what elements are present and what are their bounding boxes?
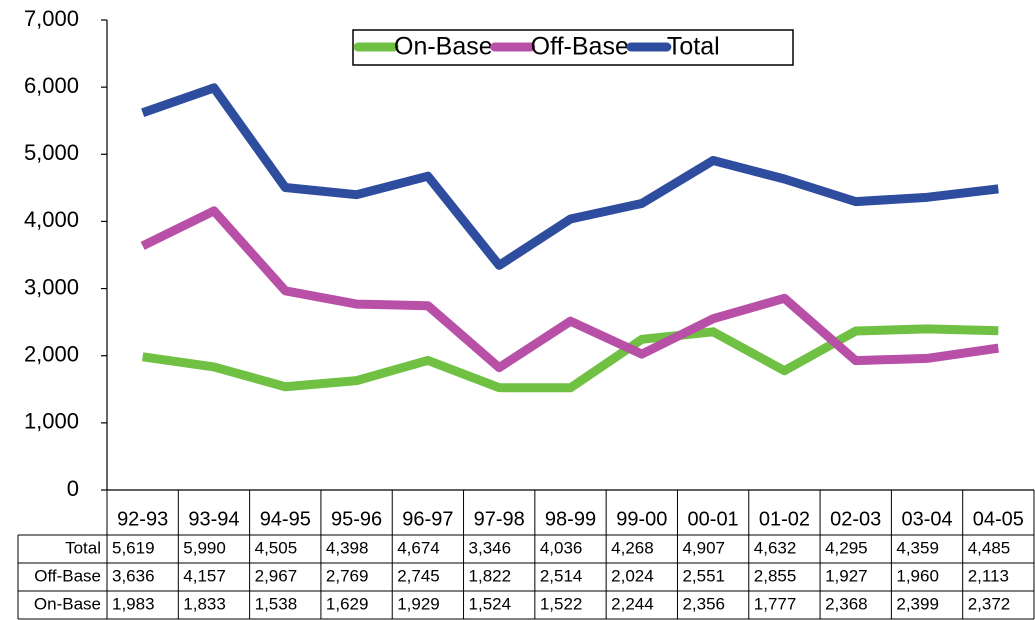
- table-cell: 1,822: [469, 566, 512, 585]
- table-cell: 4,157: [183, 566, 226, 585]
- table-cell: 2,113: [968, 566, 1009, 585]
- table-cell: 5,990: [183, 538, 226, 557]
- table-cell: 1,960: [896, 566, 939, 585]
- table-cell: 1,929: [397, 594, 440, 613]
- table-cell: 4,505: [255, 538, 298, 557]
- y-tick-label: 0: [67, 476, 79, 501]
- table-cell: 2,244: [611, 594, 654, 613]
- table-cell: 2,745: [397, 566, 440, 585]
- table-cell: 5,619: [112, 538, 155, 557]
- x-tick-label: 96-97: [402, 508, 453, 530]
- table-cell: 2,855: [754, 566, 797, 585]
- table-row-label: Off-Base: [34, 566, 101, 585]
- table-cell: 4,632: [754, 538, 797, 557]
- x-tick-label: 97-98: [474, 508, 525, 530]
- table-cell: 4,907: [682, 538, 725, 557]
- y-tick-label: 7,000: [24, 6, 79, 31]
- table-cell: 1,927: [825, 566, 868, 585]
- series-line: [142, 324, 999, 393]
- table-cell: 1,983: [112, 594, 155, 613]
- table-cell: 2,356: [682, 594, 725, 613]
- table-cell: 4,036: [540, 538, 583, 557]
- table-cell: 4,398: [326, 538, 369, 557]
- x-tick-label: 03-04: [901, 508, 952, 530]
- table-cell: 2,024: [611, 566, 654, 585]
- x-tick-label: 04-05: [973, 508, 1024, 530]
- x-tick-label: 00-01: [688, 508, 739, 530]
- table-cell: 2,399: [896, 594, 939, 613]
- x-tick-label: 92-93: [117, 508, 168, 530]
- table-cell: 3,346: [469, 538, 512, 557]
- table-cell: 4,485: [968, 538, 1011, 557]
- y-tick-label: 6,000: [24, 73, 79, 98]
- x-tick-label: 98-99: [545, 508, 596, 530]
- table-cell: 1,524: [469, 594, 512, 613]
- table-cell: 1,777: [754, 594, 797, 613]
- table-row-label: On-Base: [34, 594, 101, 613]
- table-cell: 1,629: [326, 594, 369, 613]
- y-tick-label: 5,000: [24, 140, 79, 165]
- table-cell: 2,769: [326, 566, 369, 585]
- table-cell: 4,295: [825, 538, 868, 557]
- legend-label: On-Base: [394, 33, 493, 61]
- legend-label: Total: [667, 33, 720, 61]
- y-tick-label: 2,000: [24, 342, 79, 367]
- table-cell: 2,372: [968, 594, 1011, 613]
- x-tick-label: 95-96: [331, 508, 382, 530]
- legend-label: Off-Base: [531, 33, 629, 61]
- x-tick-label: 99-00: [616, 508, 667, 530]
- x-tick-label: 02-03: [830, 508, 881, 530]
- y-tick-label: 3,000: [24, 274, 79, 299]
- table-cell: 4,674: [397, 538, 440, 557]
- table-cell: 2,967: [255, 566, 298, 585]
- table-cell: 3,636: [112, 566, 155, 585]
- x-tick-label: 01-02: [759, 508, 810, 530]
- table-cell: 2,551: [682, 566, 725, 585]
- table-cell: 1,833: [183, 594, 226, 613]
- series-line: [141, 83, 999, 270]
- table-cell: 2,368: [825, 594, 868, 613]
- table-cell: 4,268: [611, 538, 654, 557]
- x-tick-label: 94-95: [260, 508, 311, 530]
- y-tick-label: 1,000: [24, 409, 79, 434]
- legend-box: [352, 29, 794, 66]
- series-line: [140, 206, 999, 373]
- table-cell: 4,359: [896, 538, 939, 557]
- y-tick-label: 4,000: [24, 207, 79, 232]
- table-cell: 2,514: [540, 566, 583, 585]
- table-cell: 1,522: [540, 594, 583, 613]
- table-cell: 1,538: [255, 594, 298, 613]
- table-row-label: Total: [65, 538, 101, 557]
- x-tick-label: 93-94: [188, 508, 239, 530]
